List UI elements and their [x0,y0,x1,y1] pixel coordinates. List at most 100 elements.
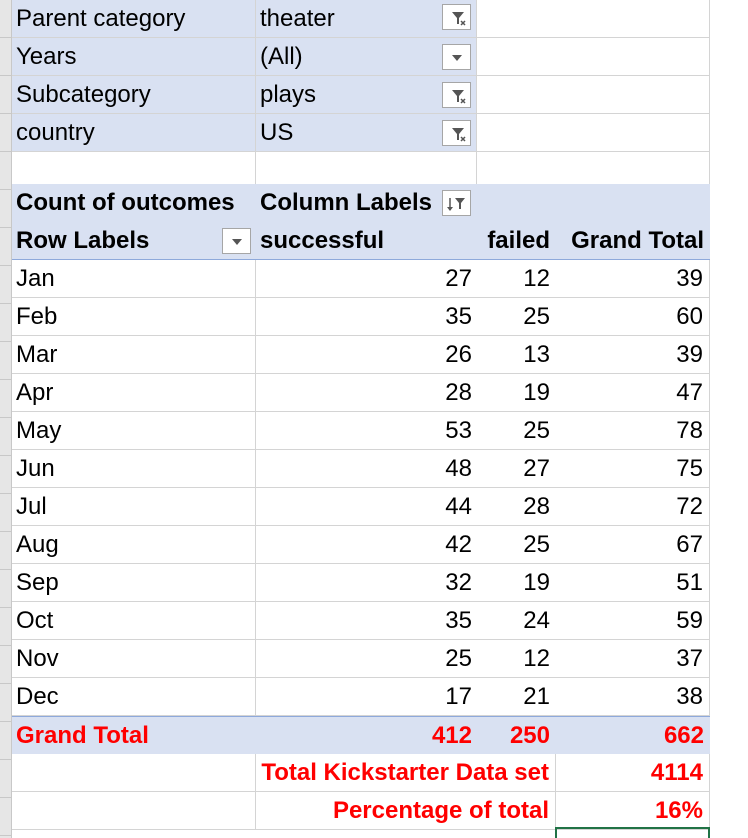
cell-failed[interactable]: 13 [478,336,556,374]
pivot-value-field[interactable]: Count of outcomes [16,189,235,216]
grand-total-label[interactable]: Grand Total [16,722,149,749]
cell-failed[interactable]: 12 [478,260,556,298]
row-label-month[interactable]: Dec [12,678,256,716]
filter-label: Years [12,38,256,76]
empty-cell[interactable] [477,0,710,38]
cell-failed[interactable]: 25 [478,412,556,450]
cell-failed[interactable]: 19 [478,374,556,412]
dropdown-arrow-icon[interactable] [222,228,251,254]
table-row: Dec 17 21 38 [12,678,710,716]
row-divider [0,303,12,304]
cell-failed[interactable]: 24 [478,602,556,640]
summary-row-percentage: Percentage of total 16% [12,792,710,830]
row-divider [0,113,12,114]
cell-successful[interactable]: 25 [256,640,478,678]
column-header-failed[interactable]: failed [487,227,550,254]
filter-label: Subcategory [12,76,256,114]
cell-successful[interactable]: 27 [256,260,478,298]
row-labels-header[interactable]: Row Labels [16,227,150,254]
table-row: Mar 26 13 39 [12,336,710,374]
column-labels-header[interactable]: Column Labels [260,189,433,216]
cell-successful[interactable]: 28 [256,374,478,412]
row-label-month[interactable]: Sep [12,564,256,602]
grand-total-overall[interactable]: 662 [663,722,704,749]
cell-grand-total[interactable]: 60 [556,298,710,336]
cell-grand-total[interactable]: 78 [556,412,710,450]
filter-applied-icon[interactable] [442,82,471,108]
cell-successful[interactable]: 53 [256,412,478,450]
filter-applied-icon[interactable] [442,120,471,146]
row-divider [0,607,12,608]
empty-cell[interactable] [477,76,710,114]
empty-cell[interactable] [477,114,710,152]
cell-grand-total[interactable]: 47 [556,374,710,412]
row-label-month[interactable]: Jan [12,260,256,298]
filter-row-subcategory: Subcategory plays [12,76,748,114]
percentage-value[interactable]: 16% [556,792,710,830]
cell-grand-total[interactable]: 37 [556,640,710,678]
kickstarter-total-value[interactable]: 4114 [556,754,710,792]
filter-label: country [12,114,256,152]
filter-value[interactable]: (All) [256,38,477,76]
kickstarter-total-label[interactable]: Total Kickstarter Data set [256,754,556,792]
row-divider [0,759,12,760]
table-row: Feb 35 25 60 [12,298,710,336]
row-divider [0,531,12,532]
cell-failed[interactable]: 21 [478,678,556,716]
table-row: Apr 28 19 47 [12,374,710,412]
table-row: Oct 35 24 59 [12,602,710,640]
row-label-month[interactable]: Jul [12,488,256,526]
row-label-month[interactable]: May [12,412,256,450]
table-row: Nov 25 12 37 [12,640,710,678]
active-cell-selection[interactable] [555,827,710,838]
row-label-month[interactable]: Jun [12,450,256,488]
grand-total-successful[interactable]: 412 [431,722,472,749]
cell-successful[interactable]: 32 [256,564,478,602]
cell-successful[interactable]: 35 [256,602,478,640]
filter-value[interactable]: theater [256,0,477,38]
empty-cell[interactable] [12,754,256,792]
cell-failed[interactable]: 28 [478,488,556,526]
row-label-month[interactable]: Oct [12,602,256,640]
cell-grand-total[interactable]: 39 [556,260,710,298]
empty-cell[interactable] [12,792,256,830]
cell-failed[interactable]: 25 [478,526,556,564]
row-divider [0,569,12,570]
cell-successful[interactable]: 17 [256,678,478,716]
cell-grand-total[interactable]: 67 [556,526,710,564]
cell-grand-total[interactable]: 39 [556,336,710,374]
column-header-successful[interactable]: successful [260,227,385,254]
cell-failed[interactable]: 12 [478,640,556,678]
cell-grand-total[interactable]: 75 [556,450,710,488]
percentage-label[interactable]: Percentage of total [256,792,556,830]
row-label-month[interactable]: Nov [12,640,256,678]
row-label-month[interactable]: Feb [12,298,256,336]
row-header-strip [0,0,12,838]
cell-failed[interactable]: 27 [478,450,556,488]
cell-successful[interactable]: 48 [256,450,478,488]
cell-successful[interactable]: 26 [256,336,478,374]
filter-value[interactable]: US [256,114,477,152]
cell-successful[interactable]: 35 [256,298,478,336]
cell-grand-total[interactable]: 59 [556,602,710,640]
row-divider [0,227,12,228]
row-label-month[interactable]: Mar [12,336,256,374]
cell-failed[interactable]: 25 [478,298,556,336]
column-header-grand-total[interactable]: Grand Total [571,227,704,254]
dropdown-arrow-icon[interactable] [442,44,471,70]
cell-grand-total[interactable]: 38 [556,678,710,716]
row-label-month[interactable]: Aug [12,526,256,564]
cell-successful[interactable]: 44 [256,488,478,526]
empty-cell[interactable] [477,38,710,76]
cell-grand-total[interactable]: 51 [556,564,710,602]
cell-grand-total[interactable]: 72 [556,488,710,526]
cell-successful[interactable]: 42 [256,526,478,564]
row-divider [0,37,12,38]
grand-total-failed[interactable]: 250 [509,722,550,749]
filter-value[interactable]: plays [256,76,477,114]
sort-filter-icon[interactable] [442,190,471,216]
row-label-month[interactable]: Apr [12,374,256,412]
cell-failed[interactable]: 19 [478,564,556,602]
row-divider [0,379,12,380]
filter-applied-icon[interactable] [442,4,471,30]
